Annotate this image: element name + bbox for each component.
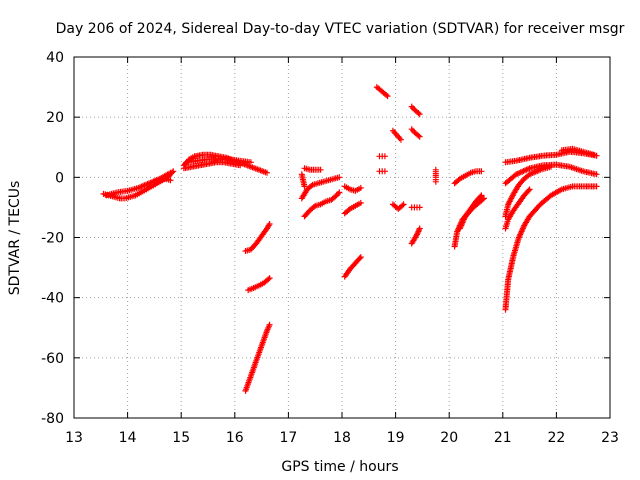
series-points [456,192,485,232]
y-tick-label: 0 [55,170,64,186]
series-arc-27 [451,168,485,187]
x-tick-label: 17 [279,430,297,446]
series-points [298,174,343,202]
y-tick-label: 20 [46,110,64,126]
series-points [341,254,364,280]
series-arc-35 [502,186,533,232]
series-arc-34 [502,183,600,313]
series-points [341,199,364,217]
series-arc-18 [376,153,388,160]
series-points [502,183,600,313]
y-tick-label: -40 [41,291,64,307]
series-points [301,189,343,220]
axis-ticks: 13 14 15 16 17 18 19 20 21 22 23 -80 -60 -40 -20 0 20 40 [41,50,619,446]
x-tick-label: 14 [119,430,137,446]
series-points [151,175,174,185]
series-arc-22 [408,103,423,118]
series-points [180,159,244,172]
series-points [376,168,388,175]
series-points [408,225,423,247]
series-arc-24 [408,204,423,211]
x-axis-label: GPS time / hours [281,459,398,475]
series-points [432,166,439,185]
data-marks [100,84,600,394]
x-tick-label: 18 [333,430,351,446]
series-points [502,163,554,220]
series-arc-31 [558,145,597,158]
series-points [558,145,597,158]
series-arc-21 [389,201,407,212]
series-arc-9 [242,321,273,394]
series-arc-10 [298,174,343,202]
series-arc-6 [183,155,254,166]
series-points [242,321,273,394]
series-points [301,165,324,173]
x-tick-label: 22 [547,430,565,446]
y-axis-label: SDTVAR / TECUs [7,181,23,296]
grid-lines [74,57,610,418]
x-tick-label: 20 [440,430,458,446]
series-points [502,161,600,187]
y-tick-label: -20 [41,231,64,247]
series-points [502,186,533,232]
x-tick-label: 13 [65,430,83,446]
series-points [373,84,391,100]
series-arc-13 [298,171,308,190]
series-arc-12 [301,165,324,173]
y-tick-label: -60 [41,351,64,367]
series-points [245,275,273,294]
series-arc-15 [341,199,364,217]
series-points [298,171,308,190]
series-arc-28 [451,195,487,250]
series-arc-3 [151,175,174,185]
series-points [242,221,273,254]
series-points [389,127,404,143]
series-arc-26 [432,166,439,185]
x-tick-label: 23 [601,430,619,446]
y-tick-label: 40 [46,50,64,66]
x-tick-label: 16 [226,430,244,446]
chart-title: Day 206 of 2024, Sidereal Day-to-day VTE… [56,21,625,37]
series-points [408,204,423,211]
series-points [376,153,388,160]
series-points [451,168,485,187]
series-arc-16 [341,254,364,280]
series-arc-17 [373,84,391,100]
x-tick-label: 21 [494,430,512,446]
series-arc-7 [242,221,273,254]
series-arc-33 [502,163,554,220]
series-arc-8 [245,275,273,294]
series-arc-20 [389,127,404,143]
y-tick-label: -80 [41,411,64,427]
series-points [389,201,407,212]
x-tick-label: 15 [172,430,190,446]
series-points [341,183,364,194]
series-arc-14 [341,183,364,194]
series-points [408,103,423,118]
series-arc-25 [408,225,423,247]
series-arc-5 [180,159,244,172]
series-arc-19 [376,168,388,175]
x-tick-label: 19 [387,430,405,446]
series-arc-23 [408,126,423,140]
series-arc-11 [301,189,343,220]
series-points [183,155,254,166]
series-arc-29 [456,192,485,232]
series-points [408,126,423,140]
series-points [451,195,487,250]
series-arc-32 [502,161,600,187]
